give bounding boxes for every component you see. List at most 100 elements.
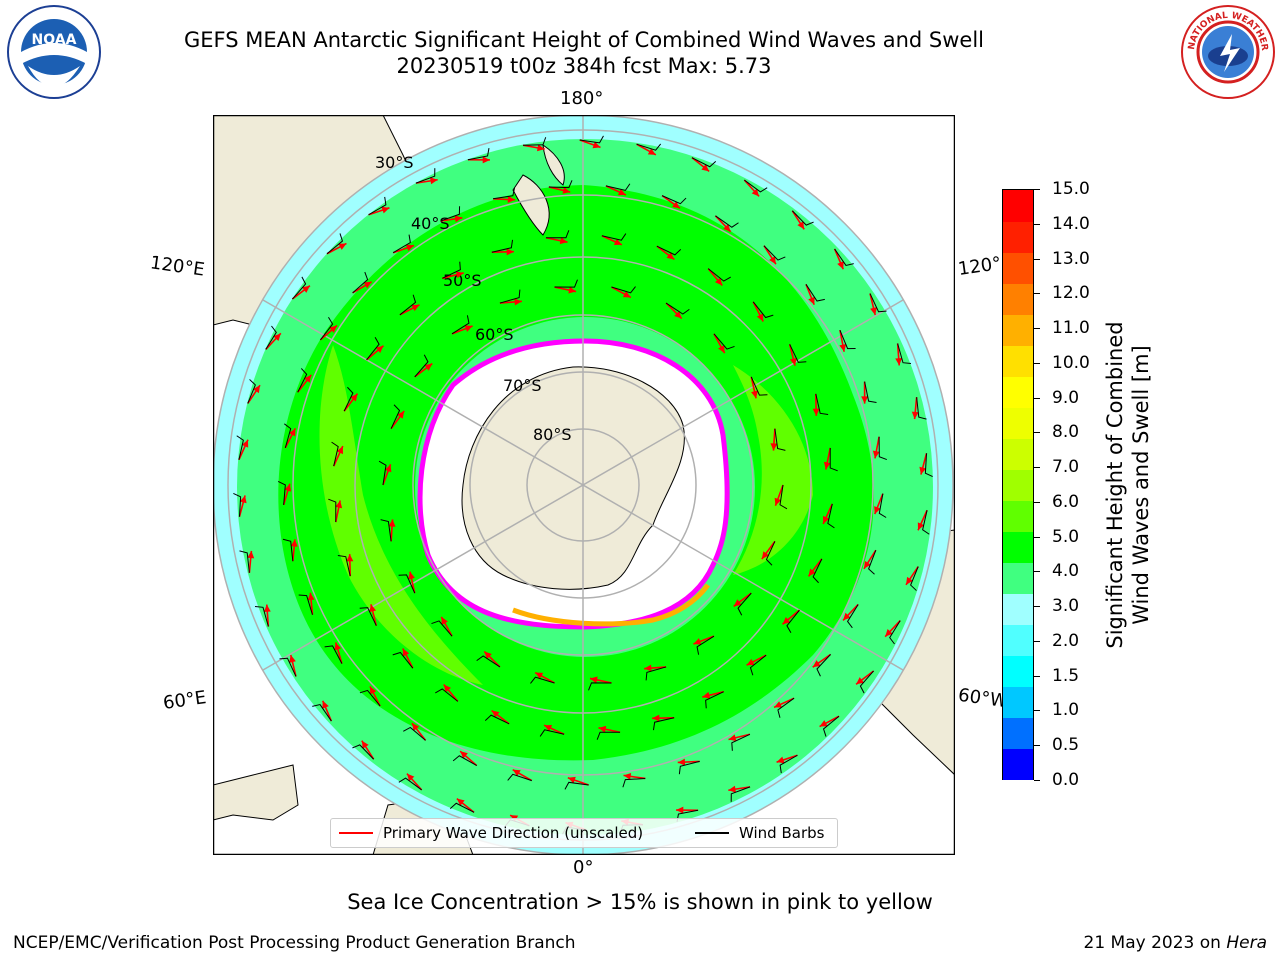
wave-arrow-head (672, 201, 681, 209)
lat-label-70s: 70°S (503, 376, 542, 395)
wind-barb (822, 715, 840, 737)
wave-arrow-head (388, 519, 396, 527)
wind-barb (435, 688, 459, 702)
colorbar-segment (1003, 717, 1033, 749)
wind-barb (864, 381, 877, 403)
wind-barb (380, 519, 392, 542)
colorbar-tick (1034, 467, 1040, 469)
wave-arrow-head (307, 592, 315, 601)
wave-arrow-head (484, 651, 492, 660)
wave-arrow-head (774, 701, 783, 708)
colorbar-tick (1034, 501, 1040, 503)
lat-label-80s: 80°S (533, 425, 572, 444)
wind-barb (368, 196, 387, 216)
wave-arrow-head (911, 411, 919, 420)
wind-barb (596, 731, 621, 740)
colorbar-segment (1003, 686, 1033, 718)
colorbar-segment (1003, 252, 1033, 284)
colorbar-label-line1: Significant Height of Combined (1103, 321, 1127, 649)
wind-barb (869, 293, 887, 313)
colorbar-tick (1034, 189, 1040, 190)
wave-arrow-head (562, 187, 571, 194)
colorbar-tick (1034, 710, 1040, 712)
footer-date: 21 May 2023 on Hera (1084, 933, 1268, 953)
wind-barb (749, 654, 767, 676)
wind-barb (611, 286, 636, 294)
wind-barb (366, 337, 380, 361)
wave-arrow-head (322, 700, 329, 709)
wave-arrow-head (567, 776, 576, 784)
wave-arrow-head (746, 658, 755, 666)
wave-arrow-head (334, 642, 342, 651)
wave-arrow-head (263, 604, 271, 613)
wind-barb (493, 187, 516, 200)
colorbar-segment (1003, 562, 1033, 594)
wave-arrow-head (769, 256, 776, 265)
wave-arrow-head (284, 483, 292, 492)
wave-arrow-head (592, 141, 601, 149)
wind-barb (312, 704, 332, 722)
wave-arrow-head (839, 344, 847, 352)
colorbar-tick (1034, 780, 1040, 781)
colorbar-segment (1003, 531, 1033, 563)
wave-arrow-head (304, 374, 312, 383)
wave-arrow-head (872, 450, 880, 459)
colorbar-segment (1003, 376, 1033, 408)
wave-arrow-head (870, 307, 877, 315)
wind-barb (324, 645, 343, 664)
wind-barb (889, 620, 901, 645)
wave-arrow-head (819, 720, 828, 727)
wave-arrow-head (733, 599, 742, 607)
wave-arrow-head (369, 604, 377, 613)
colorbar-tick-label: 13.0 (1052, 248, 1090, 269)
wave-arrow-head (723, 224, 731, 232)
wave-arrow-head (424, 363, 433, 371)
wave-arrow-head (843, 612, 851, 621)
wave-arrow-head (443, 684, 452, 693)
wave-arrow-head (702, 691, 711, 699)
wave-arrow-head (808, 296, 815, 305)
wave-arrow-head (253, 385, 260, 394)
colorbar-tick-label: 1.0 (1052, 700, 1080, 721)
wave-arrow-head (455, 271, 464, 279)
colorbar-segment (1003, 655, 1033, 687)
wave-arrow-head (402, 648, 410, 657)
wind-barb (491, 239, 514, 253)
wind-barb (750, 376, 768, 396)
wind-barb (829, 447, 838, 472)
colorbar-tick-label: 6.0 (1052, 491, 1080, 512)
legend-barb-label: Wind Barbs (739, 824, 825, 842)
wind-barb (636, 143, 662, 151)
wave-arrow-head (885, 629, 893, 637)
wind-barb (897, 343, 912, 364)
wind-barb (924, 453, 933, 478)
sea-ice-caption: Sea Ice Concentration > 15% is shown in … (347, 890, 933, 914)
wind-barb (337, 554, 351, 577)
wind-barb (696, 635, 715, 655)
wave-arrow-head (782, 616, 791, 625)
wind-barb (763, 245, 786, 261)
wind-barbs (233, 135, 933, 835)
wave-arrow-head (693, 638, 702, 645)
wave-arrow-head (491, 710, 500, 718)
wind-barb (564, 781, 589, 790)
colorbar-tick-label: 0.5 (1052, 735, 1080, 756)
colorbar-segment (1003, 190, 1033, 222)
wind-barb (292, 276, 307, 300)
wind-barb (277, 481, 286, 505)
wave-arrow-head (346, 554, 354, 562)
wind-barb (390, 404, 401, 429)
lon-label-180: 180° (560, 88, 604, 109)
colorbar-tick (1034, 536, 1040, 538)
new-zealand-land (512, 174, 550, 236)
wind-barb (484, 714, 510, 725)
wave-arrow-head (559, 237, 568, 245)
wave-arrow-head (273, 333, 281, 341)
wind-barb (878, 436, 887, 461)
colorbar-tick (1034, 606, 1040, 608)
wave-arrow-head (756, 313, 764, 322)
wave-arrow-head (506, 248, 514, 256)
colorbar-tick-label: 3.0 (1052, 596, 1080, 617)
legend-wave-label: Primary Wave Direction (unscaled) (383, 824, 644, 842)
wind-barb (398, 574, 416, 594)
